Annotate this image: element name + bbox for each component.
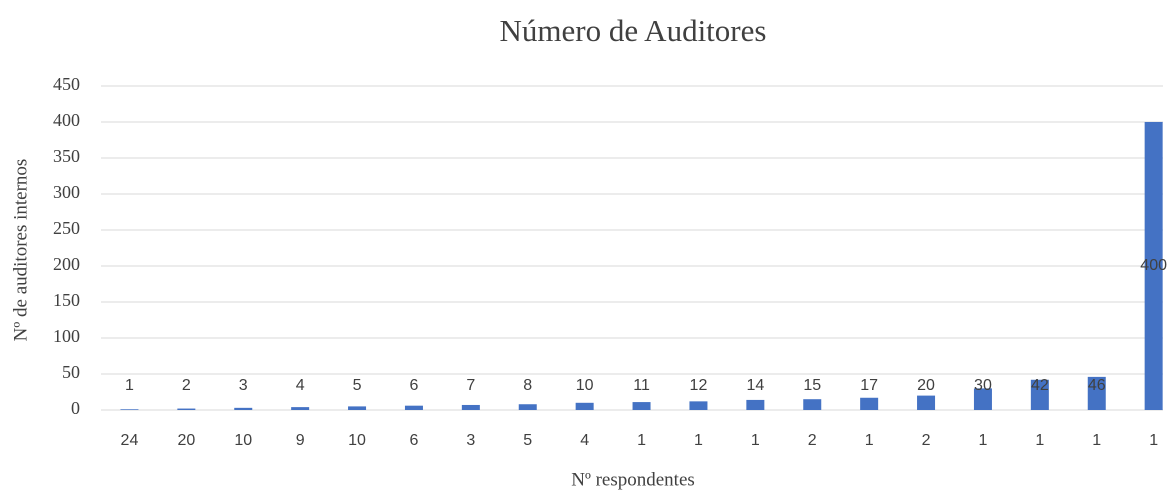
data-label: 5 [353,377,362,394]
bar [461,404,480,410]
x-tick-label: 1 [637,432,646,449]
bar [632,402,651,410]
bar [120,409,139,410]
bar [518,404,537,410]
data-label: 30 [974,377,992,394]
bar [291,407,310,410]
x-tick-label: 1 [1092,432,1101,449]
x-tick-label: 24 [121,432,139,449]
bar [1030,379,1049,410]
bar [689,401,708,410]
bar [1144,122,1163,410]
data-label: 15 [803,377,821,394]
data-label: 6 [409,377,418,394]
data-label: 42 [1031,377,1049,394]
y-tick-label: 200 [53,254,80,274]
data-label: 14 [746,377,764,394]
y-axis-title: Nº de auditores internos [10,159,31,342]
data-label: 3 [239,377,248,394]
data-label: 4 [296,377,305,394]
bar [575,402,594,410]
x-tick-label: 10 [234,432,252,449]
x-tick-label: 10 [348,432,366,449]
x-tick-label: 1 [1149,432,1158,449]
x-tick-label: 5 [523,432,532,449]
x-tick-label: 4 [580,432,589,449]
x-tick-label: 1 [1035,432,1044,449]
x-axis-title: Nº respondentes [571,469,695,490]
x-tick-label: 2 [922,432,931,449]
bar [746,399,765,410]
y-tick-label: 100 [53,326,80,346]
y-tick-label: 400 [53,110,80,130]
y-tick-label: 300 [53,182,80,202]
x-tick-label: 1 [865,432,874,449]
data-label: 17 [860,377,878,394]
x-tick-label: 1 [751,432,760,449]
bar [234,407,253,410]
bar [348,406,367,410]
bar [860,397,879,410]
data-label: 20 [917,377,935,394]
y-tick-label: 350 [53,146,80,166]
bar [404,405,423,410]
x-tick-label: 20 [177,432,195,449]
y-tick-label: 450 [53,74,80,94]
y-tick-label: 0 [71,398,80,418]
chart-title: Número de Auditores [500,13,767,48]
x-tick-label: 1 [978,432,987,449]
bar [973,388,992,410]
x-tick-label: 2 [808,432,817,449]
bar [1087,376,1106,410]
y-tick-label: 50 [62,362,80,382]
data-label: 8 [523,377,532,394]
data-label: 1 [125,377,134,394]
bar [177,408,196,410]
bar [803,399,822,410]
data-label: 400 [1140,257,1167,274]
x-tick-label: 3 [466,432,475,449]
x-tick-label: 1 [694,432,703,449]
y-tick-label: 250 [53,218,80,238]
y-tick-label: 150 [53,290,80,310]
bar [917,395,936,410]
data-label: 46 [1088,377,1106,394]
data-label: 7 [466,377,475,394]
data-label: 2 [182,377,191,394]
x-tick-label: 9 [296,432,305,449]
data-label: 10 [576,377,594,394]
data-label: 11 [633,377,650,394]
data-label: 12 [690,377,708,394]
x-tick-label: 6 [409,432,418,449]
